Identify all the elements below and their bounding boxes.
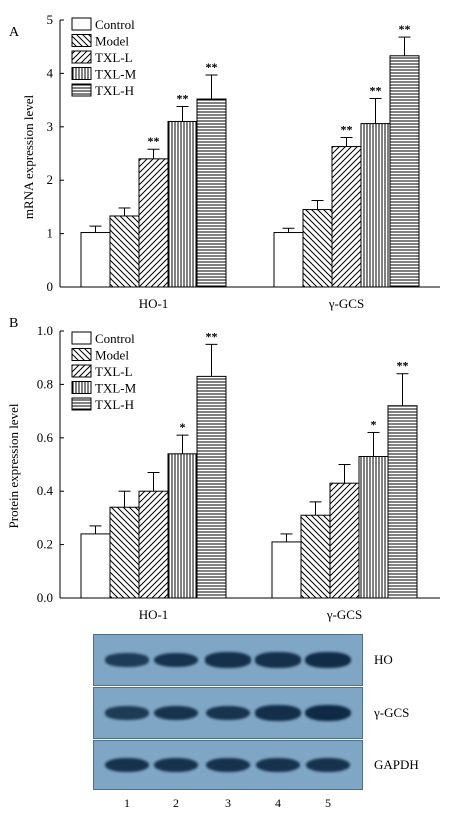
bar [138, 490, 169, 599]
legend-label: TXL-L [95, 50, 133, 65]
blot-band [153, 705, 199, 721]
significance-mark: * [180, 420, 186, 434]
significance-mark: ** [206, 60, 218, 74]
legend-swatch [71, 17, 92, 31]
lane-number: 2 [173, 796, 179, 810]
blot-band [305, 705, 351, 721]
panel-b-y-axis-label: Protein expression level [6, 403, 21, 528]
bar [80, 533, 111, 599]
blot-band [305, 652, 351, 668]
significance-mark: ** [148, 134, 160, 148]
legend-swatch [71, 381, 92, 394]
significance-mark: ** [370, 83, 382, 97]
y-tick-label: 4 [47, 65, 54, 80]
y-tick-label: 3 [47, 119, 54, 134]
bar [273, 232, 304, 288]
category-label: HO-1 [139, 296, 169, 311]
blot-band [105, 706, 149, 720]
legend-swatch [71, 67, 92, 80]
bar [109, 506, 140, 599]
y-tick-label: 0.4 [37, 483, 54, 498]
bar [167, 120, 198, 288]
legend-label: Model [95, 34, 129, 49]
significance-mark: ** [341, 122, 353, 136]
y-tick-label: 0.0 [37, 590, 53, 605]
bar [387, 405, 418, 599]
legend-label: TXL-L [95, 364, 133, 379]
legend-swatch [71, 34, 92, 47]
legend-swatch [71, 83, 92, 97]
y-tick-label: 0.2 [37, 537, 53, 552]
bar [138, 158, 169, 288]
lane-number: 3 [225, 796, 231, 810]
y-tick-label: 0.8 [37, 376, 53, 391]
blot-band [255, 757, 301, 773]
blot-band [205, 652, 251, 668]
bar [109, 215, 140, 288]
legend-swatch [71, 364, 92, 378]
panel-b-letter: B [9, 316, 18, 331]
legend-label: TXL-H [95, 83, 134, 98]
bar [329, 482, 360, 599]
bar [167, 453, 198, 599]
significance-mark: ** [397, 359, 409, 373]
y-tick-label: 5 [47, 12, 54, 27]
blot-band [104, 757, 150, 773]
blot-band [105, 653, 149, 667]
legend-swatch [71, 331, 92, 345]
bar [302, 209, 333, 288]
panel-a-y-axis-label: mRNA expression level [21, 95, 36, 220]
blot-band [205, 705, 251, 721]
lane-number: 1 [124, 796, 130, 810]
significance-mark: * [371, 417, 377, 431]
bar [389, 55, 420, 288]
y-tick-label: 0.6 [37, 430, 54, 445]
bar [196, 375, 227, 599]
panel-a-chart: A mRNA expression level 0 1 2 3 4 5 ** ** ** HO-1… [9, 12, 440, 311]
bar [196, 98, 227, 288]
legend-swatch [71, 50, 92, 64]
category-label: γ-GCS [326, 607, 362, 622]
y-tick-label: 1 [47, 226, 54, 241]
blot-band [255, 705, 301, 721]
bar [80, 232, 111, 288]
blot-band [153, 757, 199, 773]
legend-label: TXL-M [95, 381, 137, 396]
blot-band [153, 652, 199, 668]
blot-label-ho: HO [374, 652, 393, 667]
legend-label: TXL-M [95, 67, 137, 82]
significance-mark: ** [399, 22, 411, 36]
blot-label-gcs: γ-GCS [374, 705, 410, 720]
blot-band [255, 652, 301, 668]
legend-swatch [71, 348, 92, 361]
bar [271, 541, 302, 599]
significance-mark: ** [206, 329, 218, 343]
y-tick-label: 2 [47, 172, 54, 187]
panel-b-chart: B Protein expression level 0.0 0.2 0.4 0.6 0… [6, 316, 440, 622]
category-label: HO-1 [139, 607, 169, 622]
blot-label-gapdh: GAPDH [374, 757, 419, 772]
legend-label: Model [95, 348, 129, 363]
significance-mark: ** [177, 92, 189, 106]
panel-a-letter: A [9, 25, 20, 40]
legend-label: TXL-H [95, 397, 134, 412]
blot-band [305, 757, 351, 773]
legend-label: Control [95, 331, 135, 346]
legend-label: Control [95, 17, 135, 32]
category-label: γ-GCS [328, 296, 364, 311]
bar [331, 146, 362, 288]
bar [360, 123, 391, 288]
blot-band [205, 757, 251, 773]
lane-number: 5 [325, 796, 331, 810]
bar [358, 455, 389, 599]
bar [300, 514, 331, 599]
y-tick-label: 1.0 [37, 323, 53, 338]
lane-number: 4 [275, 796, 281, 810]
y-tick-label: 0 [47, 279, 54, 294]
legend-swatch [71, 397, 92, 411]
